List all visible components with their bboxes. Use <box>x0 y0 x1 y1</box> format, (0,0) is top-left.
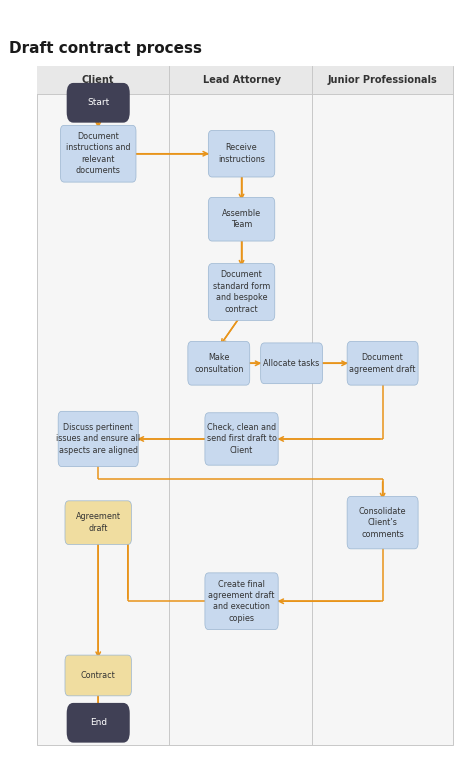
FancyBboxPatch shape <box>37 67 453 744</box>
Text: Document
standard form
and bespoke
contract: Document standard form and bespoke contr… <box>213 271 270 314</box>
Text: Start: Start <box>87 99 109 108</box>
Text: Check, clean and
send first draft to
Client: Check, clean and send first draft to Cli… <box>207 423 276 455</box>
FancyBboxPatch shape <box>58 412 138 467</box>
Text: Allocate tasks: Allocate tasks <box>264 359 320 368</box>
Text: Junior Professionals: Junior Professionals <box>328 75 438 85</box>
FancyBboxPatch shape <box>205 573 278 630</box>
Text: Client: Client <box>82 75 114 85</box>
Text: Receive
instructions: Receive instructions <box>218 143 265 164</box>
FancyBboxPatch shape <box>37 67 453 94</box>
Text: Document
instructions and
relevant
documents: Document instructions and relevant docum… <box>66 132 130 175</box>
Text: Contract: Contract <box>81 671 116 680</box>
FancyBboxPatch shape <box>65 655 131 696</box>
Text: Lead Attorney: Lead Attorney <box>202 75 281 85</box>
Text: Create final
agreement draft
and execution
copies: Create final agreement draft and executi… <box>209 580 275 623</box>
FancyBboxPatch shape <box>61 125 136 182</box>
FancyBboxPatch shape <box>65 501 131 544</box>
FancyBboxPatch shape <box>67 83 130 123</box>
Text: Assemble
Team: Assemble Team <box>222 209 261 230</box>
FancyBboxPatch shape <box>67 703 130 743</box>
Text: Agreement
draft: Agreement draft <box>76 512 121 533</box>
Text: Make
consultation: Make consultation <box>194 353 244 374</box>
Text: Document
agreement draft: Document agreement draft <box>349 353 416 374</box>
Text: Consolidate
Client’s
comments: Consolidate Client’s comments <box>359 506 406 539</box>
Text: Draft contract process: Draft contract process <box>9 41 202 56</box>
FancyBboxPatch shape <box>261 343 322 384</box>
Text: End: End <box>90 719 107 727</box>
FancyBboxPatch shape <box>209 264 275 321</box>
FancyBboxPatch shape <box>209 197 275 241</box>
FancyBboxPatch shape <box>347 496 418 549</box>
FancyBboxPatch shape <box>188 341 250 385</box>
FancyBboxPatch shape <box>347 341 418 385</box>
FancyBboxPatch shape <box>209 130 275 177</box>
FancyBboxPatch shape <box>205 413 278 465</box>
Text: Discuss pertinent
issues and ensure all
aspects are aligned: Discuss pertinent issues and ensure all … <box>56 423 140 455</box>
